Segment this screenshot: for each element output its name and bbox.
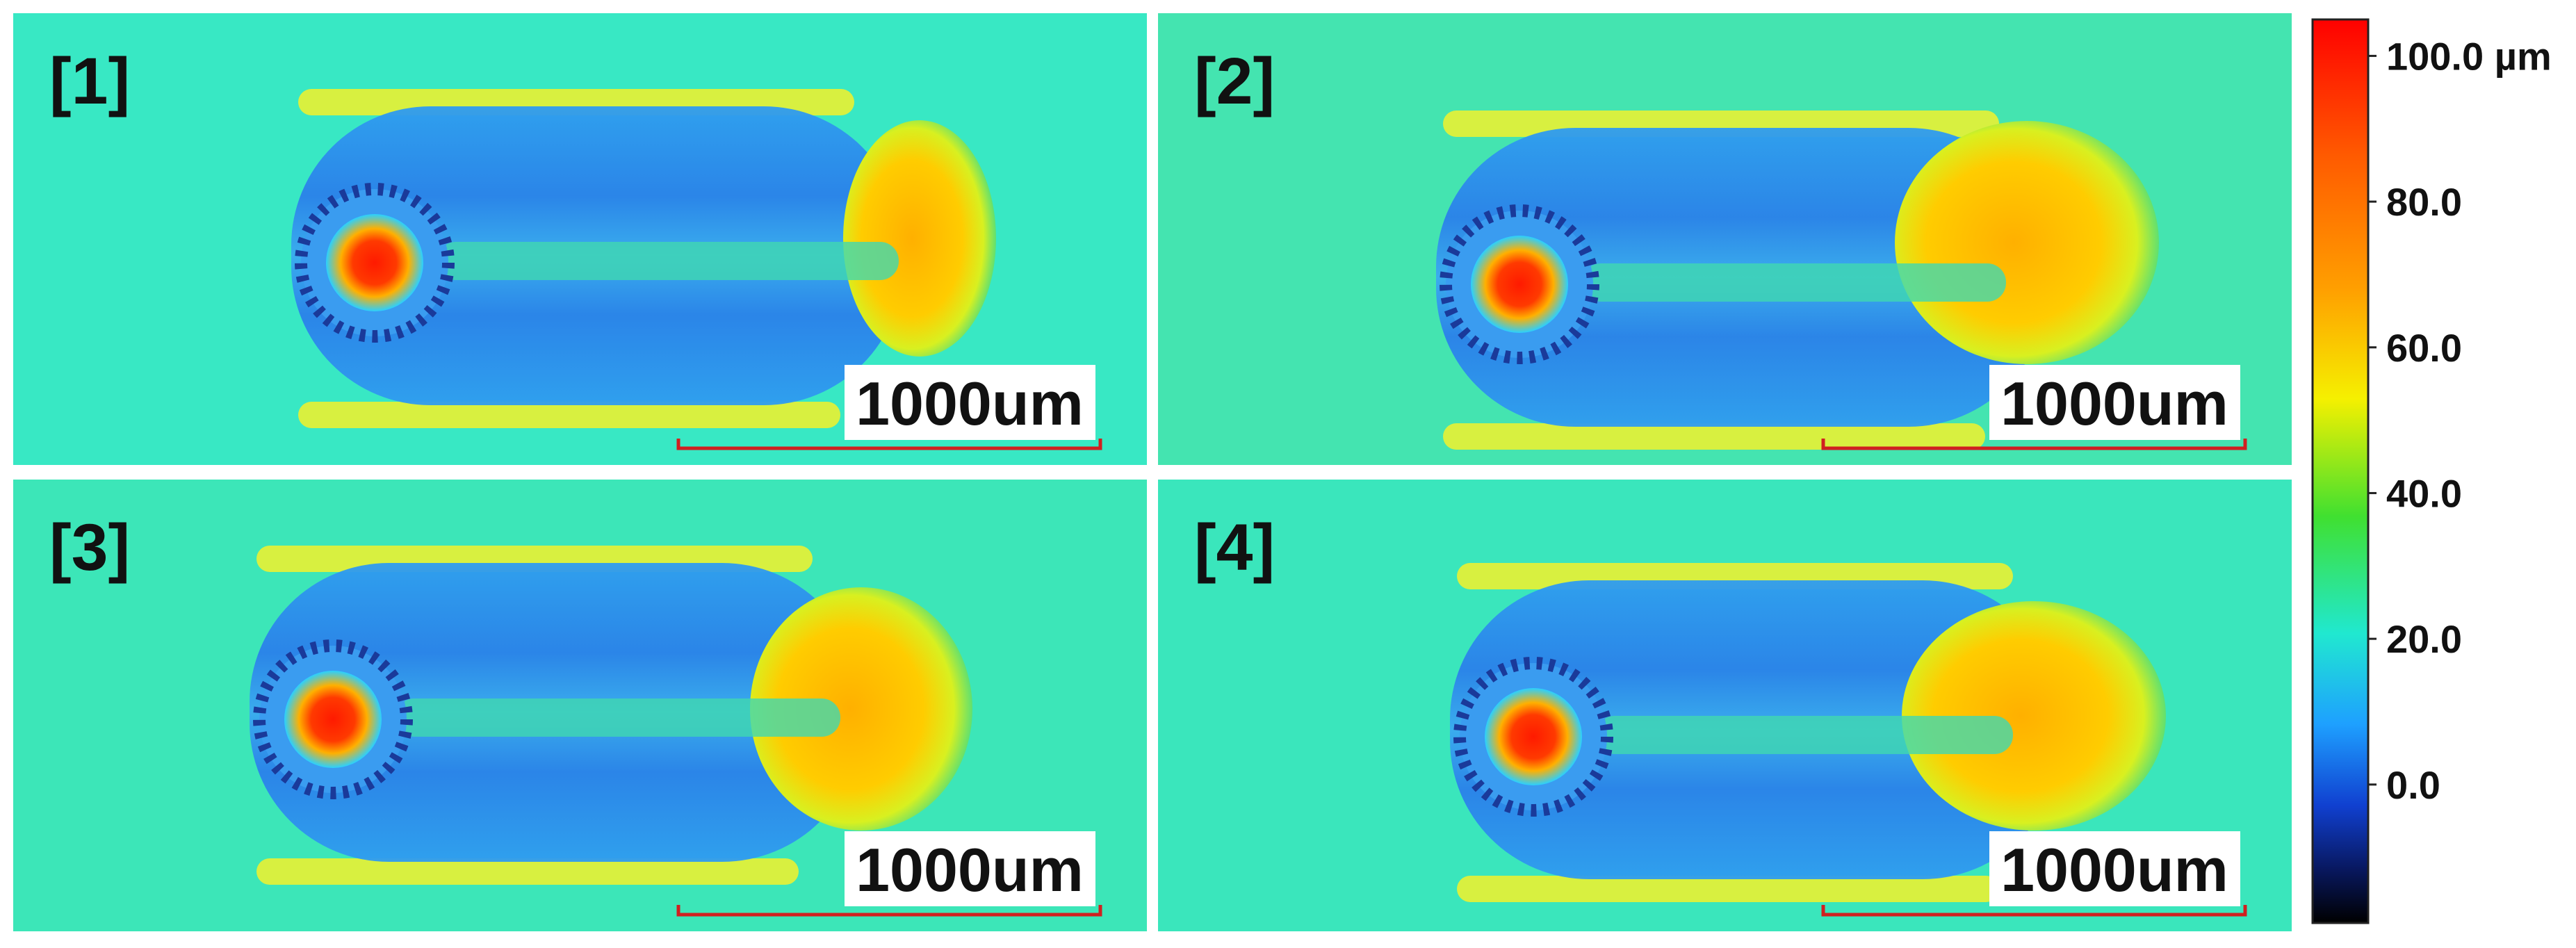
panel: [4] 1000um xyxy=(1158,480,2292,931)
channel xyxy=(1596,716,2013,754)
streak xyxy=(298,402,840,428)
scale-box xyxy=(1989,831,2240,906)
colorbar-tick-label: 20.0 xyxy=(2386,617,2462,661)
panel-label: [4] xyxy=(1194,511,1275,585)
colorbar-tick-label: 100.0 µm xyxy=(2386,34,2552,78)
colorbar-tick-label: 80.0 xyxy=(2386,180,2462,224)
dome xyxy=(1902,601,2166,831)
core xyxy=(284,671,382,768)
scale-bar xyxy=(676,439,1102,450)
channel xyxy=(396,698,840,737)
panel: [3] 1000um xyxy=(13,480,1147,931)
dome xyxy=(1895,121,2159,364)
scale-box xyxy=(845,831,1095,906)
panel-label: [2] xyxy=(1194,44,1275,118)
scale-bar xyxy=(1821,439,2247,450)
core xyxy=(1485,688,1582,785)
panel-label: [3] xyxy=(49,511,130,585)
colorbar-tick-label: 40.0 xyxy=(2386,471,2462,515)
streak xyxy=(256,858,799,885)
colorbar-tick-label: 0.0 xyxy=(2386,763,2440,807)
dome xyxy=(843,120,996,357)
streak xyxy=(1457,876,1999,902)
channel xyxy=(1582,263,2006,302)
scale-bar-label: 1000um xyxy=(2000,835,2228,904)
dome xyxy=(750,587,972,831)
scale-box xyxy=(1989,365,2240,440)
scale-bar-label: 1000um xyxy=(2000,369,2228,438)
colorbar xyxy=(2311,18,2370,924)
channel xyxy=(437,242,899,280)
panel: [1] 1000um xyxy=(13,13,1147,465)
core xyxy=(326,214,423,311)
panel-label: [1] xyxy=(49,44,130,118)
scale-bar xyxy=(1821,905,2247,917)
scale-bar xyxy=(676,905,1102,917)
scale-bar-label: 1000um xyxy=(856,835,1084,904)
colorbar-tick-label: 60.0 xyxy=(2386,326,2462,370)
scale-bar-label: 1000um xyxy=(856,369,1084,438)
streak xyxy=(1443,423,1985,450)
panel: [2] 1000um xyxy=(1158,13,2292,465)
core xyxy=(1471,236,1568,333)
scale-box xyxy=(845,365,1095,440)
